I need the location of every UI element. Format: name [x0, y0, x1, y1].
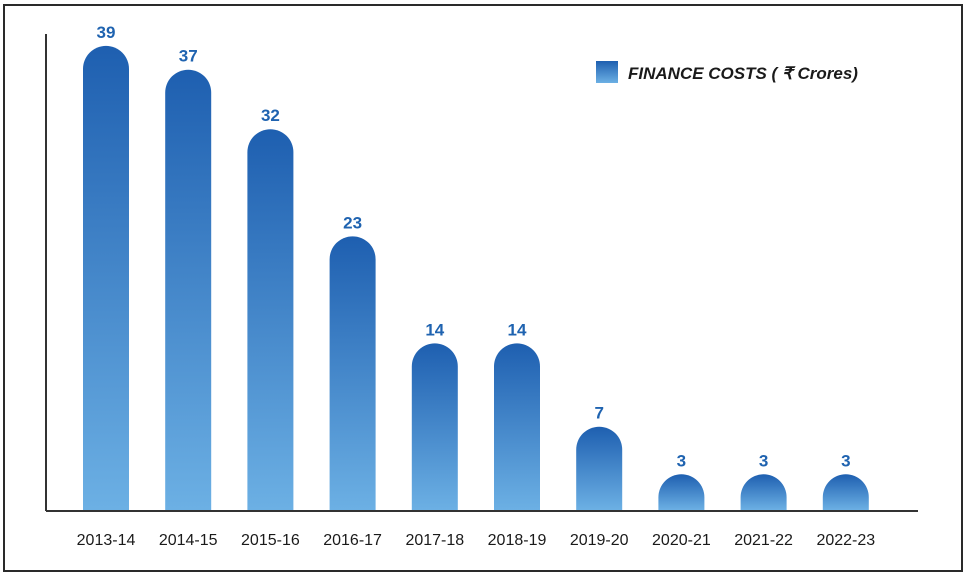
- legend-label: FINANCE COSTS ( ₹ Crores): [628, 64, 858, 83]
- x-tick-label-2021-22: 2021-22: [734, 532, 793, 549]
- x-tick-label-2020-21: 2020-21: [652, 532, 711, 549]
- bar-2020-21: [658, 474, 705, 510]
- legend-swatch: [596, 61, 618, 83]
- x-tick-label-2013-14: 2013-14: [77, 532, 136, 549]
- x-tick-label-2018-19: 2018-19: [488, 532, 547, 549]
- bar-2014-15: [165, 69, 212, 510]
- bar-2021-22: [740, 474, 787, 510]
- bars-group: [83, 45, 869, 511]
- bar-2018-19: [494, 343, 540, 510]
- bar-2016-17: [329, 236, 376, 510]
- value-label-2022-23: 3: [841, 451, 850, 470]
- bar-2015-16: [247, 129, 294, 510]
- x-tick-label-2017-18: 2017-18: [405, 532, 464, 549]
- value-label-2013-14: 39: [97, 23, 116, 42]
- value-labels-group: 39 37 32 23 14 14 7 3 3 3: [97, 23, 851, 470]
- value-label-2020-21: 3: [677, 451, 686, 470]
- x-tick-label-2019-20: 2019-20: [570, 532, 629, 549]
- legend: FINANCE COSTS ( ₹ Crores): [596, 61, 858, 83]
- bar-2013-14: [83, 45, 129, 511]
- value-label-2014-15: 37: [179, 47, 198, 66]
- value-label-2019-20: 7: [594, 404, 603, 423]
- bar-2017-18: [411, 343, 458, 510]
- bar-2022-23: [822, 474, 869, 510]
- x-tick-label-2022-23: 2022-23: [816, 532, 875, 549]
- x-tick-label-2014-15: 2014-15: [159, 532, 218, 549]
- value-label-2015-16: 32: [261, 106, 280, 125]
- value-label-2017-18: 14: [425, 320, 444, 339]
- x-tick-label-2016-17: 2016-17: [323, 532, 382, 549]
- value-label-2018-19: 14: [508, 320, 527, 339]
- tick-labels-group: 2013-14 2014-15 2015-16 2016-17 2017-18 2018-…: [77, 532, 876, 549]
- value-label-2021-22: 3: [759, 451, 768, 470]
- bar-2019-20: [576, 426, 623, 510]
- x-tick-label-2015-16: 2015-16: [241, 532, 300, 549]
- chart-frame: [3, 4, 963, 572]
- value-label-2016-17: 23: [343, 213, 362, 232]
- axes: [45, 34, 918, 512]
